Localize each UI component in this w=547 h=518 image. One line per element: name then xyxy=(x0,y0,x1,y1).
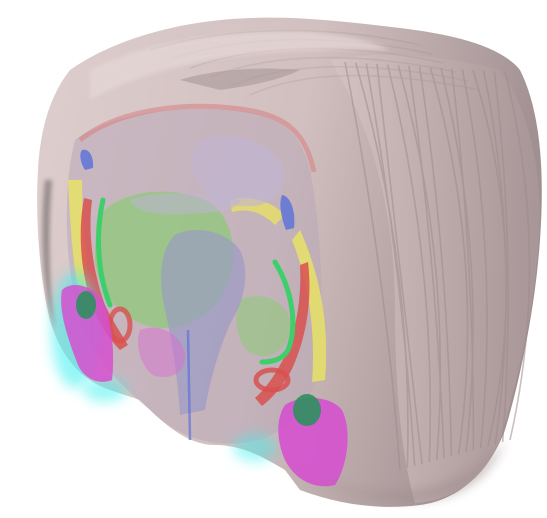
green-structure-right xyxy=(236,296,291,356)
magenta-region-left xyxy=(61,285,114,382)
shell-notch xyxy=(180,68,300,90)
gyrus-ridge xyxy=(418,66,453,457)
gyrus-ridge xyxy=(493,71,509,443)
gyrus-arch xyxy=(249,74,481,96)
gyrus-ridge xyxy=(482,70,507,445)
gyrus-ridge xyxy=(344,61,401,471)
blue-line xyxy=(186,329,192,441)
shell-top-highlight xyxy=(90,31,390,101)
gyri-ridges xyxy=(149,29,531,471)
cyan-glow-bottom-right xyxy=(233,434,277,462)
inner-red-outline xyxy=(78,103,317,173)
gyrus-ridge xyxy=(440,67,474,453)
lavender-strip xyxy=(130,193,240,214)
blue-structure-right xyxy=(280,195,295,230)
gyrus-ridge xyxy=(386,64,432,463)
gyrus-ridge xyxy=(376,63,423,465)
bright-green-arc-right xyxy=(259,259,296,365)
blue-structure-left xyxy=(80,149,94,170)
gyrus-ridge xyxy=(354,62,409,469)
gyrus-ridge xyxy=(450,68,475,451)
red-loop-right xyxy=(253,367,291,393)
gyrus-ridge xyxy=(504,71,531,441)
magenta-region-mid xyxy=(137,327,186,378)
red-structure-right xyxy=(255,262,310,406)
yellow-band-right xyxy=(292,230,327,382)
gyrus-ridge xyxy=(408,65,445,459)
gyrus-ridge xyxy=(429,67,469,455)
shell-left-edge xyxy=(42,180,55,330)
gyrus-ridge xyxy=(397,65,442,461)
magenta-region-right xyxy=(278,398,348,487)
lavender-mass xyxy=(191,136,284,207)
gyrus-ridge xyxy=(461,69,488,449)
dark-green-mass-right xyxy=(293,394,321,426)
cyan-glow-bottom-left xyxy=(83,378,127,402)
shell-bottom-shadow xyxy=(300,440,505,502)
purple-core xyxy=(161,230,246,415)
gyrus-ridge xyxy=(365,63,416,467)
bright-green-arc-left xyxy=(96,197,113,308)
gyrus-arch xyxy=(209,56,457,78)
dark-green-mass-left xyxy=(76,291,96,319)
